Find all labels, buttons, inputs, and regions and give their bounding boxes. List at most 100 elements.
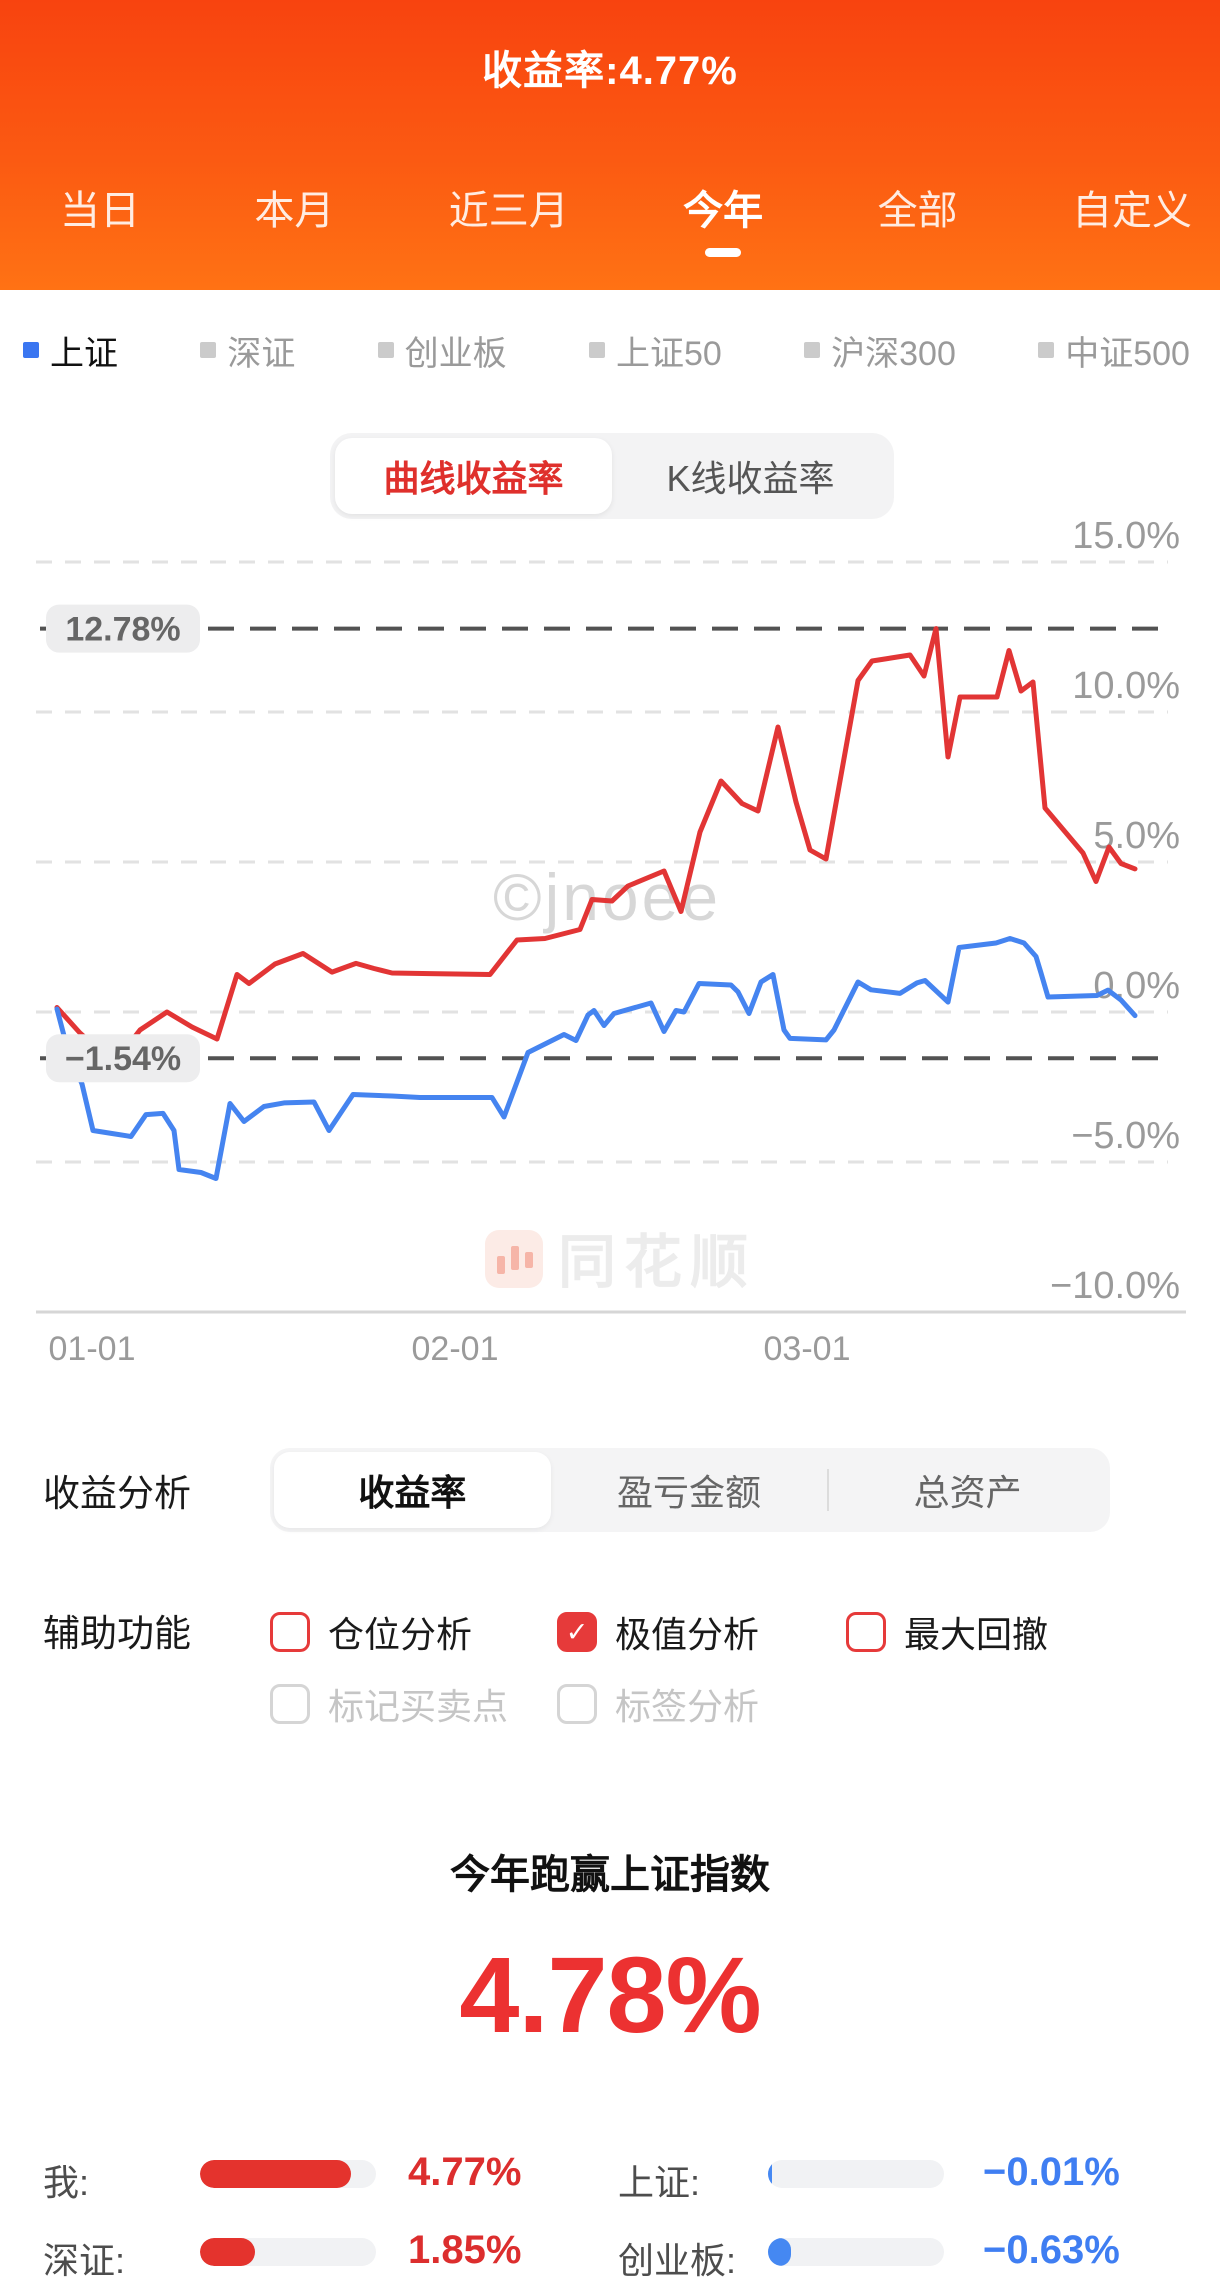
extreme-value-label: 12.78% [65,611,180,649]
legend-label: 中证500 [1065,334,1190,373]
brand-candle-icon [525,1252,533,1268]
legend-label: 沪深300 [831,334,956,373]
index-legend: 上证 深证 创业板 上证50 沪深300 中证500 [23,330,1190,373]
stat-label-我: 我: [43,2162,90,2203]
toggle-option-K线收益率[interactable]: K线收益率 [666,458,835,499]
extreme-value-pill [46,1034,200,1083]
tab-label: 当日 [60,189,140,233]
stat-bar-fill [768,2238,791,2266]
stats-grid: 我: 4.77% 上证: −0.01% 深证: 1.85% 创业板: −0.63% [0,2118,1220,2281]
stat-label-创业板: 创业板: [618,2240,737,2281]
checkbox-icon[interactable] [846,1612,886,1652]
stat-bar-track [768,2160,944,2188]
series-line-上证 [54,936,1138,1181]
aux-option-label: 最大回撤 [904,1614,1049,1655]
legend-swatch-icon [588,342,605,358]
tab-label: 本月 [254,189,335,233]
checkbox-icon[interactable] [557,1684,597,1724]
outperform-caption: 今年跑赢上证指数 [450,1853,770,1897]
y-axis-label: 10.0% [1072,665,1180,707]
aux-option-仓位分析[interactable]: 仓位分析 [270,1606,557,1658]
aux-row-1: 仓位分析 ✓ 极值分析 最大回撤 [270,1606,1220,1658]
legend-label: 深证 [227,334,296,373]
legend-item-上证50[interactable]: 上证50 [588,326,722,375]
y-axis-label: 0.0% [1093,965,1180,1007]
tab-本月[interactable]: 本月 [254,178,334,257]
tab-divider [827,1469,830,1511]
legend-item-上证[interactable]: 上证 [23,326,118,375]
legend-item-深证[interactable]: 深证 [200,326,295,375]
analysis-section-label: 收益分析 [43,1473,191,1514]
aux-section-label: 辅助功能 [43,1613,191,1654]
stat-bar-track [768,2238,944,2266]
tab-今年[interactable]: 今年 [683,178,763,257]
checkbox-checked-icon[interactable]: ✓ [557,1612,597,1652]
aux-option-极值分析[interactable]: ✓ 极值分析 [557,1606,846,1658]
tab-全部[interactable]: 全部 [878,178,958,257]
stat-bar-fill [200,2160,352,2188]
legend-swatch-icon [23,342,39,358]
active-tab-underline [491,248,527,257]
aux-option-label: 标签分析 [615,1686,760,1727]
line-chart-svg: 15.0%10.0%5.0%0.0%−5.0%−10.0%01-01 02-01 0… [36,515,1186,1368]
aux-option-标签分析[interactable]: 标签分析 [557,1678,846,1730]
stat-value: 4.77% [408,2150,522,2194]
stat-bar-track [200,2160,376,2188]
aux-row-2: 标记买卖点 标签分析 [270,1678,1220,1730]
extreme-value-label: −1.54% [65,1040,181,1078]
legend-label: 上证50 [615,334,722,373]
active-tab-underline [276,248,312,257]
brand-candle-icon [511,1246,519,1270]
aux-option-标记买卖点[interactable]: 标记买卖点 [270,1678,557,1730]
tab-label: 全部 [877,189,958,233]
legend-label: 创业板 [404,334,507,373]
stat-label-深证: 深证: [43,2240,126,2281]
stat-bar-track [200,2238,376,2266]
stat-label-上证: 上证: [618,2162,701,2203]
watermark-jnoee: ©jnoee [493,860,721,934]
aux-option-label: 标记买卖点 [328,1686,509,1727]
active-tab-underline [705,248,742,257]
stat-value: 1.85% [408,2228,522,2272]
active-tab-underline [82,248,118,257]
aux-option-label: 仓位分析 [328,1614,473,1655]
stat-value: −0.63% [983,2228,1120,2272]
tab-label: 近三月 [448,189,569,233]
legend-swatch-icon [804,342,821,358]
analysis-tab-盈亏金额[interactable]: 盈亏金额 [617,1472,762,1513]
watermark-brand: 同花顺 [558,1230,756,1295]
x-axis-label: 02-01 [412,1330,499,1368]
y-axis-label: −10.0% [1050,1265,1180,1307]
returns-chart[interactable]: 15.0% 10.0% 5.0% 0.0% −5.0% −10.0% 01-01 02-01 0… [0,515,1220,1380]
legend-item-沪深300[interactable]: 沪深300 [804,326,956,375]
aux-option-最大回撤[interactable]: 最大回撤 [846,1606,1048,1658]
page-title: 收益率:4.77% [482,49,738,93]
analysis-tabs: 收益率 盈亏金额 总资产 [270,1448,1110,1532]
aux-option-label: 极值分析 [615,1614,760,1655]
legend-swatch-icon [377,342,394,358]
checkbox-icon[interactable] [270,1612,310,1652]
legend-item-中证500[interactable]: 中证500 [1038,326,1190,375]
series-line-我 [54,626,1138,1061]
y-axis-label: −5.0% [1071,1115,1180,1157]
outperform-value: 4.78% [459,1934,761,2055]
period-tabs: 当日 本月 近三月 今年 全部 自定义 [60,178,1192,257]
toggle-option-曲线收益率[interactable]: 曲线收益率 [335,438,612,514]
legend-swatch-icon [200,342,217,358]
stat-value: −0.01% [983,2150,1120,2194]
tab-近三月[interactable]: 近三月 [449,178,569,257]
tab-自定义[interactable]: 自定义 [1072,178,1192,257]
legend-label: 上证 [50,334,118,373]
checkbox-icon[interactable] [270,1684,310,1724]
tab-label: 自定义 [1071,189,1192,233]
chart-type-toggle: 曲线收益率 K线收益率 [330,433,894,519]
tab-当日[interactable]: 当日 [60,178,140,257]
stat-bar-fill [200,2238,255,2266]
brand-candle-icon [497,1256,505,1274]
stat-bar-fill [768,2160,772,2188]
aux-section: 辅助功能 仓位分析 ✓ 极值分析 最大回撤 标记买卖点 标签分析 [0,1606,1220,1736]
app-header: 收益率:4.77% 当日 本月 近三月 今年 全部 自定义 [0,0,1220,290]
analysis-tab-总资产[interactable]: 总资产 [913,1472,1022,1513]
analysis-tab-收益率[interactable]: 收益率 [274,1452,551,1528]
legend-item-创业板[interactable]: 创业板 [377,326,507,375]
